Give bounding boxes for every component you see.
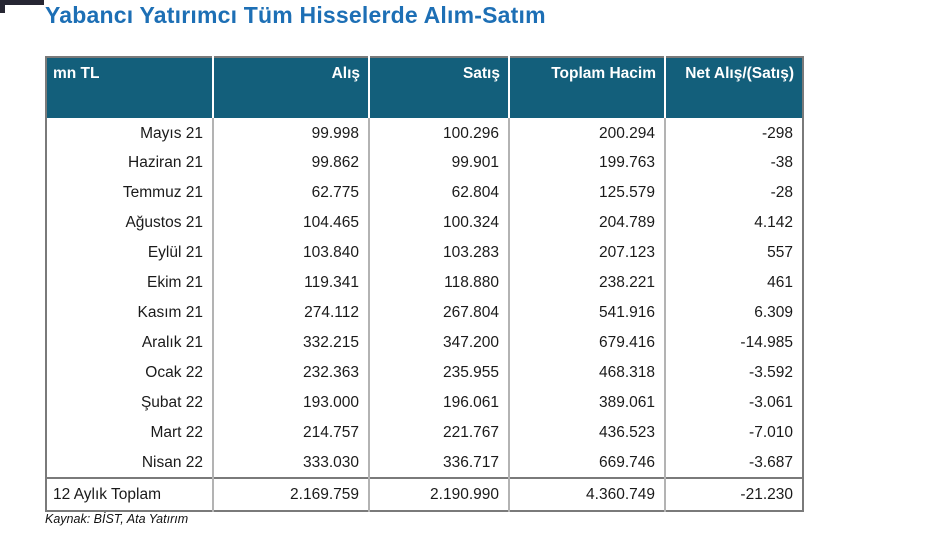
cell-value: 199.763 bbox=[508, 148, 665, 178]
cell-value: -38 bbox=[664, 148, 803, 178]
cell-value: 100.324 bbox=[368, 208, 509, 238]
table-header: mn TL Alış Satış Toplam Hacim Net Alış/(… bbox=[46, 57, 803, 118]
cell-value: 200.294 bbox=[508, 118, 665, 148]
row-label: Haziran 21 bbox=[128, 154, 203, 171]
table-row: Haziran 21 99.862 99.901 199.763 -38 bbox=[46, 148, 803, 178]
row-label: Ekim 21 bbox=[147, 274, 203, 291]
cell-value: 62.804 bbox=[368, 178, 509, 208]
row-label: Mayıs 21 bbox=[140, 125, 203, 142]
total-cell-alis: 2.169.759 bbox=[212, 477, 369, 511]
table-row: Ocak 22 232.363 235.955 468.318 -3.592 bbox=[46, 358, 803, 388]
cell-value: -3.061 bbox=[664, 388, 803, 418]
cell-value: 669.746 bbox=[508, 448, 665, 478]
cell-value: -298 bbox=[664, 118, 803, 148]
cell-value: 557 bbox=[664, 238, 803, 268]
total-cell-toplam: 4.360.749 bbox=[508, 477, 665, 511]
cell-value: 125.579 bbox=[508, 178, 665, 208]
table-row: Kasım 21 274.112 267.804 541.916 6.309 bbox=[46, 298, 803, 328]
cell-value: 196.061 bbox=[368, 388, 509, 418]
column-header-unit: mn TL bbox=[46, 57, 213, 118]
cell-value: -14.985 bbox=[664, 328, 803, 358]
cell-value: 214.757 bbox=[212, 418, 369, 448]
cell-value: 99.862 bbox=[212, 148, 369, 178]
table-footer: 12 Aylık Toplam 2.169.759 2.190.990 4.36… bbox=[46, 477, 803, 511]
total-cell-satis: 2.190.990 bbox=[368, 477, 509, 511]
total-cell-net: -21.230 bbox=[664, 477, 803, 511]
row-label: Ocak 22 bbox=[145, 364, 203, 381]
source-note: Kaynak: BİST, Ata Yatırım bbox=[45, 512, 189, 526]
table-row: Eylül 21 103.840 103.283 207.123 557 bbox=[46, 238, 803, 268]
cell-value: 389.061 bbox=[508, 388, 665, 418]
cell-value: 347.200 bbox=[368, 328, 509, 358]
table-row: Şubat 22 193.000 196.061 389.061 -3.061 bbox=[46, 388, 803, 418]
cell-value: 207.123 bbox=[508, 238, 665, 268]
page-corner-mark-vertical bbox=[0, 0, 5, 13]
cell-value: 6.309 bbox=[664, 298, 803, 328]
cell-value: 679.416 bbox=[508, 328, 665, 358]
row-label: Aralık 21 bbox=[141, 334, 203, 351]
cell-value: 541.916 bbox=[508, 298, 665, 328]
cell-value: 274.112 bbox=[212, 298, 369, 328]
row-label: Nisan 22 bbox=[141, 453, 203, 471]
row-label: Temmuz 21 bbox=[122, 184, 203, 201]
table-row: Temmuz 21 62.775 62.804 125.579 -28 bbox=[46, 178, 803, 208]
cell-value: 118.880 bbox=[368, 268, 509, 298]
row-label: Ağustos 21 bbox=[125, 214, 203, 231]
cell-value: 104.465 bbox=[212, 208, 369, 238]
cell-value: 4.142 bbox=[664, 208, 803, 238]
cell-value: -3.687 bbox=[664, 448, 803, 478]
row-label: Mart 22 bbox=[150, 424, 203, 441]
cell-value: 99.901 bbox=[368, 148, 509, 178]
cell-value: 204.789 bbox=[508, 208, 665, 238]
column-header-alis: Alış bbox=[212, 57, 369, 118]
total-row-label: 12 Aylık Toplam bbox=[46, 477, 213, 511]
cell-value: 221.767 bbox=[368, 418, 509, 448]
cell-value: 468.318 bbox=[508, 358, 665, 388]
cell-value: 235.955 bbox=[368, 358, 509, 388]
cell-value: 119.341 bbox=[212, 268, 369, 298]
row-label: Şubat 22 bbox=[140, 394, 203, 411]
cell-value: 62.775 bbox=[212, 178, 369, 208]
table-row: Mayıs 21 99.998 100.296 200.294 -298 bbox=[46, 118, 803, 148]
table-body: Mayıs 21 99.998 100.296 200.294 -298 Haziran … bbox=[46, 118, 803, 478]
cell-value: 232.363 bbox=[212, 358, 369, 388]
column-header-toplam-hacim: Toplam Hacim bbox=[508, 57, 665, 118]
cell-value: 103.283 bbox=[368, 238, 509, 268]
cell-value: -7.010 bbox=[664, 418, 803, 448]
column-header-satis: Satış bbox=[368, 57, 509, 118]
column-header-net: Net Alış/(Satış) bbox=[664, 57, 803, 118]
total-row: 12 Aylık Toplam 2.169.759 2.190.990 4.36… bbox=[46, 477, 803, 511]
cell-value: 238.221 bbox=[508, 268, 665, 298]
table-row: Mart 22 214.757 221.767 436.523 -7.010 bbox=[46, 418, 803, 448]
row-label: Kasım 21 bbox=[137, 304, 203, 321]
cell-value: -3.592 bbox=[664, 358, 803, 388]
cell-value: 100.296 bbox=[368, 118, 509, 148]
table-row: Ekim 21 119.341 118.880 238.221 461 bbox=[46, 268, 803, 298]
table-row: Aralık 21 332.215 347.200 679.416 -14.985 bbox=[46, 328, 803, 358]
foreign-investor-trading-table: mn TL Alış Satış Toplam Hacim Net Alış/(… bbox=[45, 56, 804, 512]
cell-value: 336.717 bbox=[368, 448, 509, 478]
row-label: Eylül 21 bbox=[147, 244, 203, 261]
cell-value: 461 bbox=[664, 268, 803, 298]
page-corner-mark-horizontal bbox=[0, 0, 44, 5]
page-title: Yabancı Yatırımcı Tüm Hisselerde Alım-Sa… bbox=[45, 2, 546, 28]
cell-value: -28 bbox=[664, 178, 803, 208]
cell-value: 99.998 bbox=[212, 118, 369, 148]
cell-value: 267.804 bbox=[368, 298, 509, 328]
cell-value: 333.030 bbox=[212, 448, 369, 478]
cell-value: 103.840 bbox=[212, 238, 369, 268]
cell-value: 332.215 bbox=[212, 328, 369, 358]
table-row: Nisan 22 333.030 336.717 669.746 -3.687 bbox=[46, 448, 803, 478]
cell-value: 193.000 bbox=[212, 388, 369, 418]
cell-value: 436.523 bbox=[508, 418, 665, 448]
header-row: mn TL Alış Satış Toplam Hacim Net Alış/(… bbox=[46, 57, 803, 118]
table-row: Ağustos 21 104.465 100.324 204.789 4.142 bbox=[46, 208, 803, 238]
